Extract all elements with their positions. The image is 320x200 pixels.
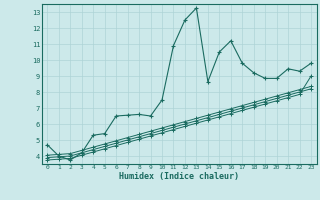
X-axis label: Humidex (Indice chaleur): Humidex (Indice chaleur) — [119, 172, 239, 181]
